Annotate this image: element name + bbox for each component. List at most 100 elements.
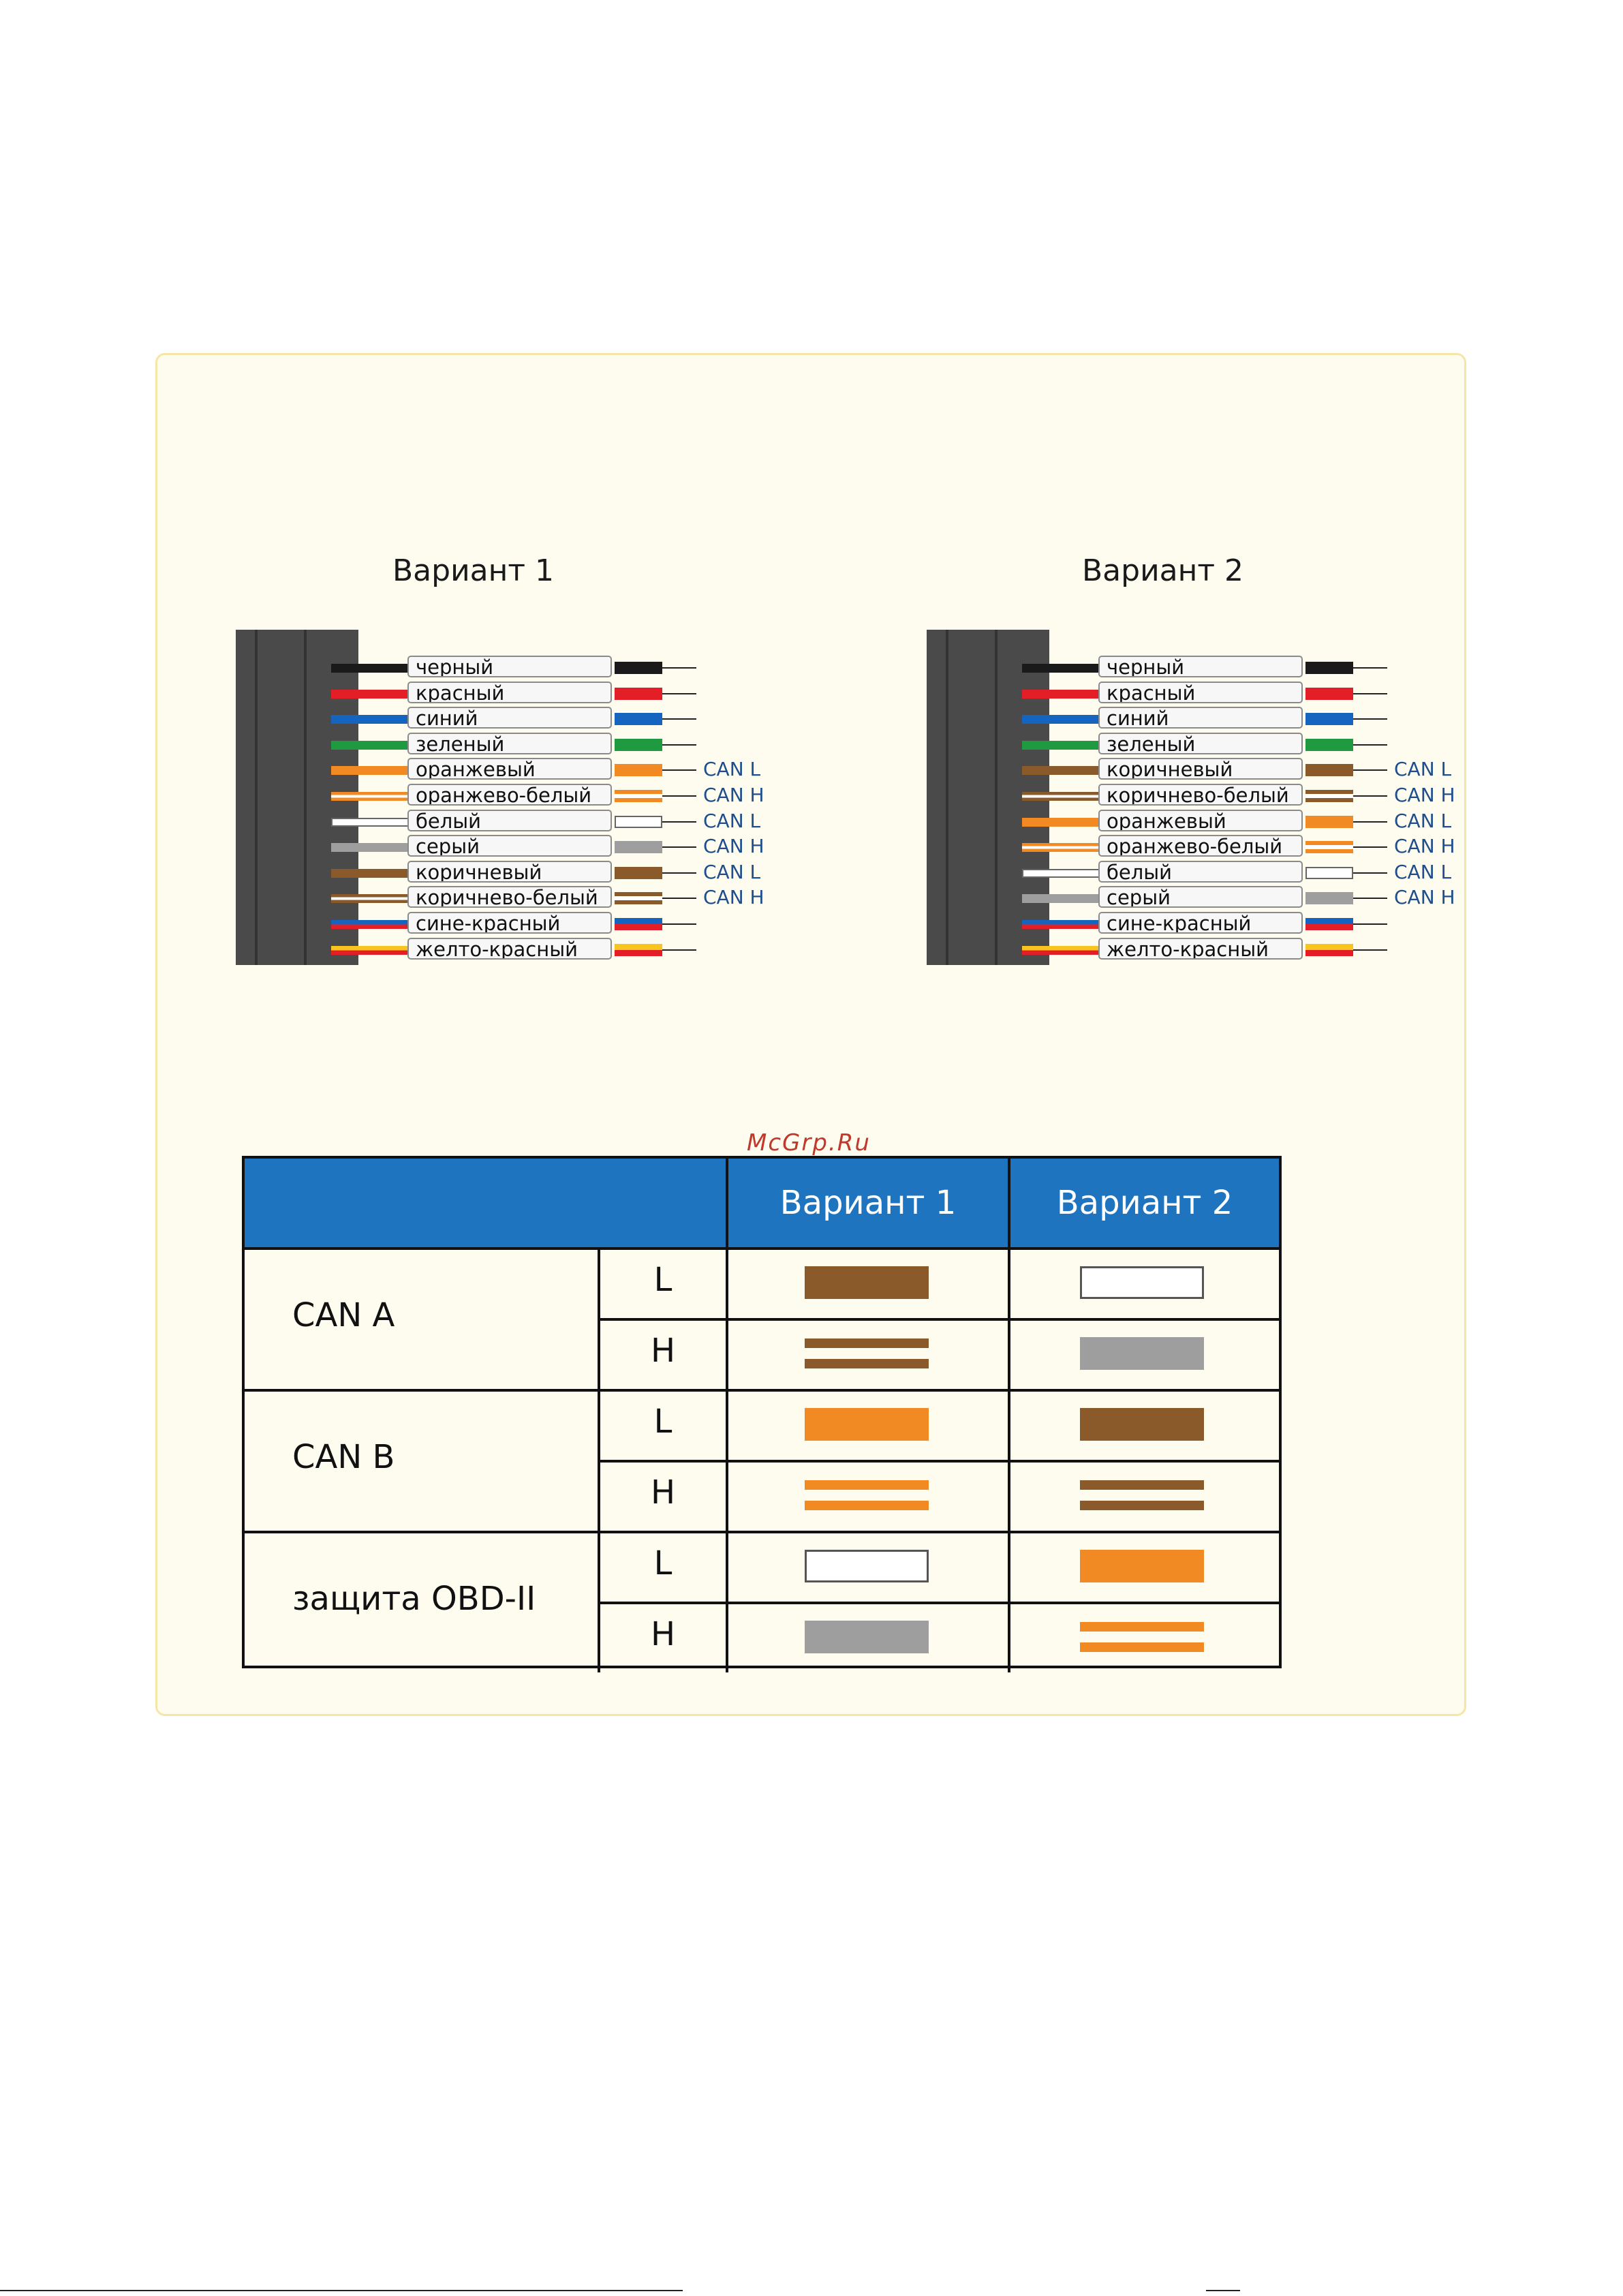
wire-lead <box>1022 868 1101 878</box>
wire-color-swatch <box>1305 815 1353 828</box>
wire-color-swatch <box>615 687 662 700</box>
wire-row: серый CAN H <box>236 835 931 859</box>
table-divider <box>726 1159 728 1672</box>
wire-label: сине-красный <box>407 912 612 934</box>
wire-color-swatch <box>1305 943 1353 956</box>
wire-end <box>662 846 696 848</box>
wire-row: красный <box>236 681 931 706</box>
wire-color-swatch <box>615 662 662 674</box>
wire-lead <box>331 766 410 776</box>
wire-row: черный <box>927 656 1622 680</box>
wire-label: красный <box>407 681 612 703</box>
wire-color-swatch <box>1305 866 1353 879</box>
group-label: CAN B <box>292 1438 395 1476</box>
can-label: CAN L <box>703 758 761 781</box>
wire-row: желто-красный <box>927 937 1622 962</box>
wire-end <box>1353 744 1387 746</box>
wire-row: синий <box>236 707 931 731</box>
header-variant-2: Вариант 2 <box>1008 1159 1279 1247</box>
wire-end <box>662 898 696 900</box>
wire-color-swatch <box>805 1266 929 1299</box>
wire-label: оранжевый <box>407 758 612 780</box>
wire-color-swatch <box>1080 1266 1204 1299</box>
wire-color-swatch <box>615 738 662 751</box>
wire-color-swatch <box>615 815 662 828</box>
wire-end <box>1353 692 1387 694</box>
table-divider <box>245 1389 1279 1392</box>
can-label: CAN L <box>1394 758 1452 781</box>
wire-end <box>662 692 696 694</box>
wire-color-swatch <box>615 764 662 777</box>
wire-row: белый CAN L <box>927 860 1622 885</box>
wire-label: желто-красный <box>407 937 612 960</box>
wire-lead <box>331 843 410 853</box>
wire-row: сине-красный <box>927 912 1622 936</box>
wire-color-swatch <box>805 1550 929 1582</box>
wire-color-swatch <box>1305 790 1353 802</box>
wire-color-swatch <box>1305 764 1353 777</box>
wire-row: оранжево-белый CAN H <box>927 835 1622 859</box>
wire-color-swatch <box>1305 662 1353 674</box>
wire-label: сине-красный <box>1098 912 1303 934</box>
line-label: L <box>653 1403 673 1441</box>
wire-color-swatch <box>805 1337 929 1370</box>
wire-lead <box>331 740 410 750</box>
wire-lead <box>1022 945 1101 955</box>
wire-lead <box>1022 715 1101 724</box>
variant-1-title: Вариант 1 <box>392 553 555 588</box>
can-label: CAN H <box>1394 886 1455 909</box>
wire-label: белый <box>1098 860 1303 883</box>
wire-color-swatch <box>615 713 662 726</box>
wire-lead <box>331 689 410 699</box>
wire-label: синий <box>1098 707 1303 729</box>
wire-color-swatch <box>615 790 662 802</box>
wire-end <box>662 667 696 669</box>
wire-end <box>1353 949 1387 951</box>
variant-1-diagram: Вариант 1 черный красный синий зеленый оранж… <box>236 553 931 969</box>
footer-rule <box>0 2290 683 2291</box>
table-divider <box>598 1602 1279 1604</box>
wire-lead <box>1022 689 1101 699</box>
wire-end <box>662 718 696 720</box>
wire-color-swatch <box>1080 1621 1204 1653</box>
wire-row: синий <box>927 707 1622 731</box>
wire-lead <box>331 792 410 801</box>
wire-end <box>1353 821 1387 823</box>
wire-color-swatch <box>615 892 662 905</box>
line-label: L <box>653 1544 673 1582</box>
wire-row: коричневый CAN L <box>927 758 1622 782</box>
wire-label: серый <box>407 835 612 857</box>
wire-row: коричнево-белый CAN H <box>927 784 1622 808</box>
wire-color-swatch <box>615 866 662 879</box>
wire-color-swatch <box>805 1479 929 1512</box>
wire-label: коричнево-белый <box>407 886 612 908</box>
wire-row: серый CAN H <box>927 886 1622 910</box>
wire-row: зеленый <box>927 732 1622 757</box>
wire-label: синий <box>407 707 612 729</box>
group-label: защита OBD-II <box>292 1580 536 1618</box>
wire-color-swatch <box>1305 713 1353 726</box>
wire-row: красный <box>927 681 1622 706</box>
line-label: H <box>650 1473 676 1512</box>
variant-2-diagram: Вариант 2 черный красный синий зеленый корич… <box>927 553 1622 969</box>
line-label: H <box>650 1615 676 1653</box>
wire-color-swatch <box>1305 738 1353 751</box>
variant-2-title: Вариант 2 <box>1082 553 1244 588</box>
wire-end <box>662 821 696 823</box>
wire-end <box>1353 795 1387 797</box>
wire-end <box>662 923 696 925</box>
wire-row: оранжево-белый CAN H <box>236 784 931 808</box>
wire-color-swatch <box>615 918 662 930</box>
wire-color-swatch <box>1305 687 1353 700</box>
wire-end <box>1353 846 1387 848</box>
wire-label: коричневый <box>407 860 612 883</box>
can-label: CAN L <box>1394 860 1452 883</box>
wire-lead <box>331 894 410 904</box>
wire-lead <box>331 664 410 673</box>
wire-lead <box>331 868 410 878</box>
wire-row: коричнево-белый CAN H <box>236 886 931 910</box>
wire-color-swatch <box>805 1408 929 1441</box>
wire-end <box>1353 667 1387 669</box>
table-divider <box>245 1247 1279 1250</box>
